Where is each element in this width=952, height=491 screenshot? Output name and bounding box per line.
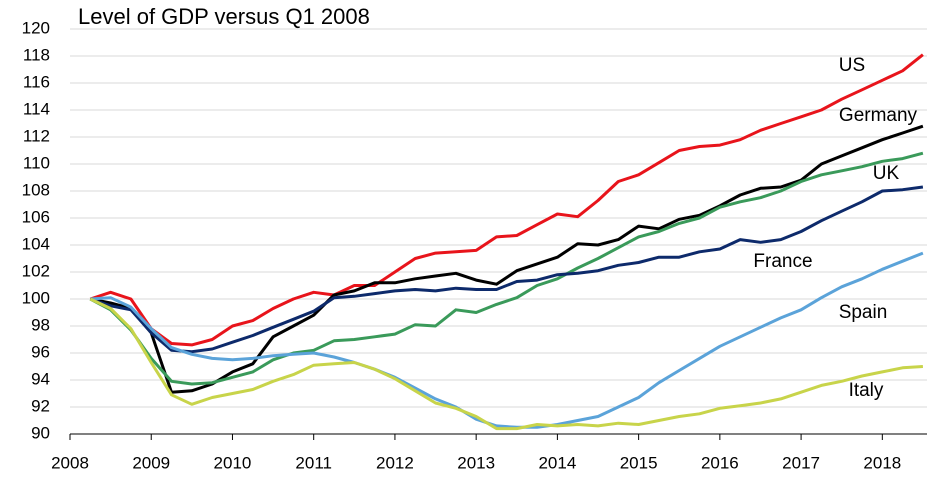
x-tick-label: 2016 [701,453,739,472]
series-label: Italy [849,380,884,401]
series-label: Germany [839,105,918,126]
y-tick-label: 118 [23,45,50,64]
x-tick-label: 2010 [214,453,252,472]
x-tick-label: 2013 [457,453,495,472]
x-tick-label: 2018 [863,453,901,472]
y-tick-label: 98 [31,315,50,334]
series-line [89,297,923,431]
x-tick-label: 2012 [376,453,414,472]
x-tick-label: 2017 [782,453,820,472]
y-tick-label: 96 [31,342,50,361]
y-tick-label: 90 [31,423,50,442]
x-tick-label: 2011 [295,453,332,472]
series-line [90,251,924,429]
x-tick-label: 2008 [51,453,89,472]
y-tick-label: 120 [22,18,50,37]
series-line [89,53,924,347]
y-tick-label: 114 [23,99,50,118]
series-label: France [753,251,812,272]
y-tick-label: 104 [22,234,50,253]
y-tick-label: 106 [22,207,50,226]
series-label: UK [873,163,900,184]
y-tick-label: 110 [23,153,50,172]
series-label: Spain [839,302,888,323]
series-label: US [839,55,865,76]
y-tick-label: 94 [31,369,50,388]
x-tick-label: 2014 [538,453,576,472]
y-tick-label: 92 [31,396,50,415]
x-tick-label: 2015 [620,453,658,472]
y-tick-label: 116 [23,72,50,91]
y-tick-label: 100 [22,288,50,307]
chart-title: Level of GDP versus Q1 2008 [78,4,370,29]
x-tick-label: 2009 [132,453,170,472]
y-tick-label: 112 [23,126,50,145]
series-line [90,124,924,394]
y-tick-label: 102 [22,261,50,280]
series-line [89,151,924,386]
series-line [89,185,924,354]
y-tick-label: 108 [22,180,50,199]
